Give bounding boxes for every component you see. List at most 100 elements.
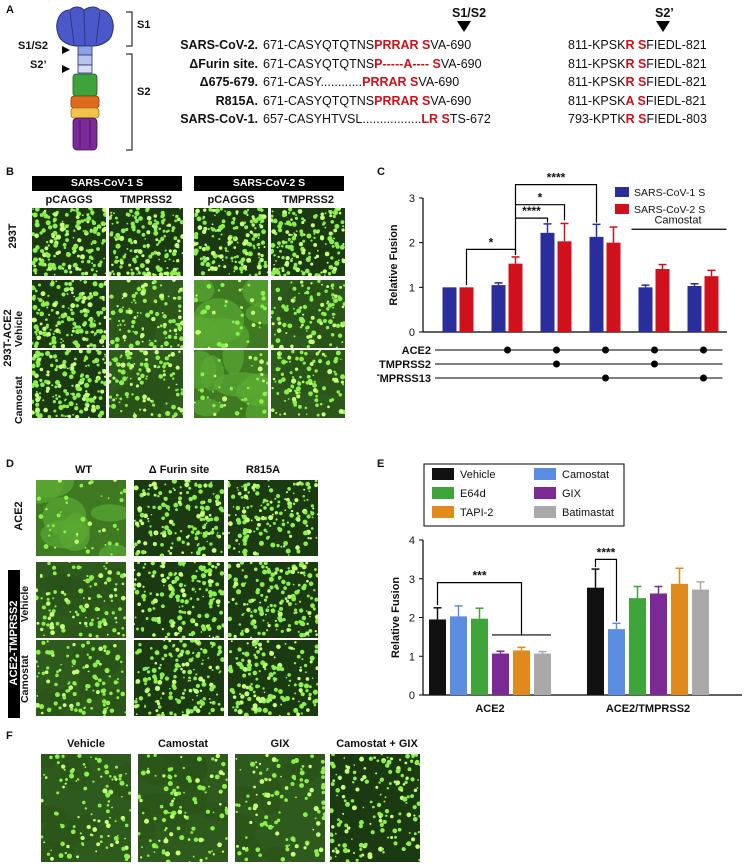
condition-dot bbox=[651, 360, 658, 368]
fluorescence-micrograph bbox=[36, 562, 126, 638]
sequence-s2prime-region: 793-KPTKR SFIEDL-803 bbox=[568, 112, 707, 126]
sequence-s2prime-region: 811-KPSKR SFIEDL-821 bbox=[568, 38, 707, 52]
legend-swatch bbox=[432, 468, 454, 480]
legend-swatch bbox=[432, 506, 454, 518]
chart-e-relative-fusion: 0 1 2 3 4 Relative Fusion ACE2 ACE2/TMPRSS2 Vehi… bbox=[390, 463, 742, 715]
y-tick-label: 0 bbox=[409, 690, 415, 702]
camostat-group-label: Camostat bbox=[654, 214, 701, 226]
fluorescence-micrograph bbox=[228, 640, 318, 716]
sequence-s2prime-region: 811-KPSKA SFIEDL-821 bbox=[568, 93, 707, 108]
ace2-tmprss2-row-bar bbox=[8, 570, 20, 718]
col-label-f-camostat-gix: Camostat + GIX bbox=[336, 738, 418, 750]
sequence-row-name: ΔFurin site. bbox=[189, 56, 258, 71]
legend-label: Vehicle bbox=[460, 469, 495, 481]
legend-swatch bbox=[534, 468, 556, 480]
legend-label: TAPI-2 bbox=[460, 507, 493, 519]
legend-label: SARS-CoV-1 S bbox=[634, 187, 705, 199]
bar bbox=[491, 285, 506, 332]
fluorescence-micrograph bbox=[109, 208, 183, 276]
legend-swatch bbox=[615, 204, 629, 214]
sequence-row-name: SARS-CoV-2. bbox=[180, 38, 258, 52]
col-label-wt: WT bbox=[74, 464, 93, 476]
condition-dot bbox=[700, 346, 707, 354]
y-tick-label: 1 bbox=[409, 651, 415, 663]
sequence-s1s2-region: 671-CASYQTQTNSPRRAR SVA-690 bbox=[263, 38, 472, 52]
row-label-293t: 293T bbox=[7, 223, 19, 249]
fluorescence-micrograph bbox=[109, 280, 183, 348]
fluorescence-micrograph bbox=[330, 754, 420, 862]
col-label-r815a: R815A bbox=[245, 464, 281, 476]
fluorescence-micrograph bbox=[41, 754, 131, 862]
condition-dot bbox=[602, 374, 609, 382]
row-label-ace2-d: ACE2 bbox=[13, 501, 25, 531]
bar bbox=[589, 236, 604, 332]
panel-label-a: A bbox=[6, 4, 14, 16]
condition-dot bbox=[651, 346, 658, 354]
s2prime-column-header: S2’ bbox=[655, 6, 674, 20]
s1s2-site-label: S1/S2 bbox=[18, 40, 48, 52]
bar bbox=[471, 618, 488, 695]
group-header-sarscov2: SARS-CoV-2 S bbox=[194, 176, 344, 191]
bar bbox=[608, 629, 625, 695]
sequence-row-name: Δ675-679. bbox=[199, 75, 258, 89]
bar bbox=[704, 276, 719, 332]
col-label-f-vehicle: Vehicle bbox=[67, 738, 105, 750]
significance-label: * bbox=[538, 191, 543, 205]
legend-swatch bbox=[615, 187, 629, 197]
sequence-s1s2-region: 671-CASYQTQTNSP-----A---- SVA-690 bbox=[263, 56, 482, 71]
condition-dot bbox=[553, 360, 560, 368]
s1-domain-label: S1 bbox=[137, 19, 151, 31]
y-tick-label: 1 bbox=[409, 282, 415, 294]
significance-label: **** bbox=[547, 171, 566, 185]
y-tick-label: 4 bbox=[409, 535, 415, 547]
x-category-label: ACE2/TMPRSS2 bbox=[606, 703, 690, 715]
fluorescence-micrograph bbox=[36, 480, 126, 556]
legend-swatch bbox=[432, 487, 454, 499]
col-label-pcaggs-1: pCAGGS bbox=[45, 194, 93, 206]
bar bbox=[629, 598, 646, 695]
y-axis-label: Relative Fusion bbox=[390, 577, 402, 659]
row-label-camostat-b: Camostat bbox=[13, 376, 25, 424]
bar bbox=[534, 653, 551, 695]
condition-row-label: TMPRSS2 bbox=[379, 359, 431, 371]
s2prime-arrow-icon bbox=[656, 21, 670, 32]
bar bbox=[638, 287, 653, 332]
significance-label: **** bbox=[597, 545, 616, 559]
col-label-furin-site: Δ Furin site bbox=[148, 464, 210, 476]
sequence-s1s2-region: 671-CASYQTQTNSPRRAR SVA-690 bbox=[263, 93, 472, 108]
legend-label: Camostat bbox=[562, 469, 609, 481]
fluorescence-micrograph bbox=[271, 280, 345, 348]
fluorescence-micrograph bbox=[36, 640, 126, 716]
group-header-sarscov1: SARS-CoV-1 S bbox=[32, 176, 182, 191]
legend-swatch bbox=[534, 487, 556, 499]
bar bbox=[650, 593, 667, 695]
sequence-s2prime-region: 811-KPSKR SFIEDL-821 bbox=[568, 75, 707, 89]
fluorescence-micrograph bbox=[194, 350, 268, 418]
bar bbox=[450, 616, 467, 695]
condition-dot bbox=[504, 346, 511, 354]
fluorescence-micrograph bbox=[235, 754, 325, 862]
bar bbox=[587, 587, 604, 695]
y-tick-label: 2 bbox=[409, 238, 415, 250]
fluorescence-micrograph bbox=[194, 280, 268, 348]
sequence-s1s2-region: 657-CASYHTVSL.................LR STS-672 bbox=[263, 112, 491, 126]
panel-label-c: C bbox=[377, 166, 385, 178]
y-tick-label: 0 bbox=[409, 327, 415, 339]
spike-protein-diagram bbox=[56, 6, 133, 151]
s1s2-arrow-icon bbox=[457, 21, 471, 32]
y-axis-label: Relative Fusion bbox=[388, 224, 400, 306]
row-label-vehicle-b: Vehicle bbox=[13, 310, 25, 348]
panel-label-e: E bbox=[377, 458, 385, 470]
row-label-camostat-d: Camostat bbox=[19, 655, 31, 703]
bar bbox=[692, 589, 709, 695]
chart-c-relative-fusion: 0 1 2 3 Relative Fusion SARS-CoV-1 S SARS-CoV-… bbox=[377, 171, 727, 385]
bar bbox=[606, 242, 621, 332]
panel-label-d: D bbox=[6, 458, 14, 470]
bar bbox=[687, 285, 702, 332]
panel-label-f: F bbox=[6, 730, 13, 742]
col-label-pcaggs-2: pCAGGS bbox=[207, 194, 255, 206]
row-label-vehicle-d: Vehicle bbox=[19, 585, 31, 623]
fluorescence-micrograph bbox=[134, 640, 224, 716]
s1s2-column-header: S1/S2 bbox=[452, 6, 487, 20]
condition-dot bbox=[553, 346, 560, 354]
